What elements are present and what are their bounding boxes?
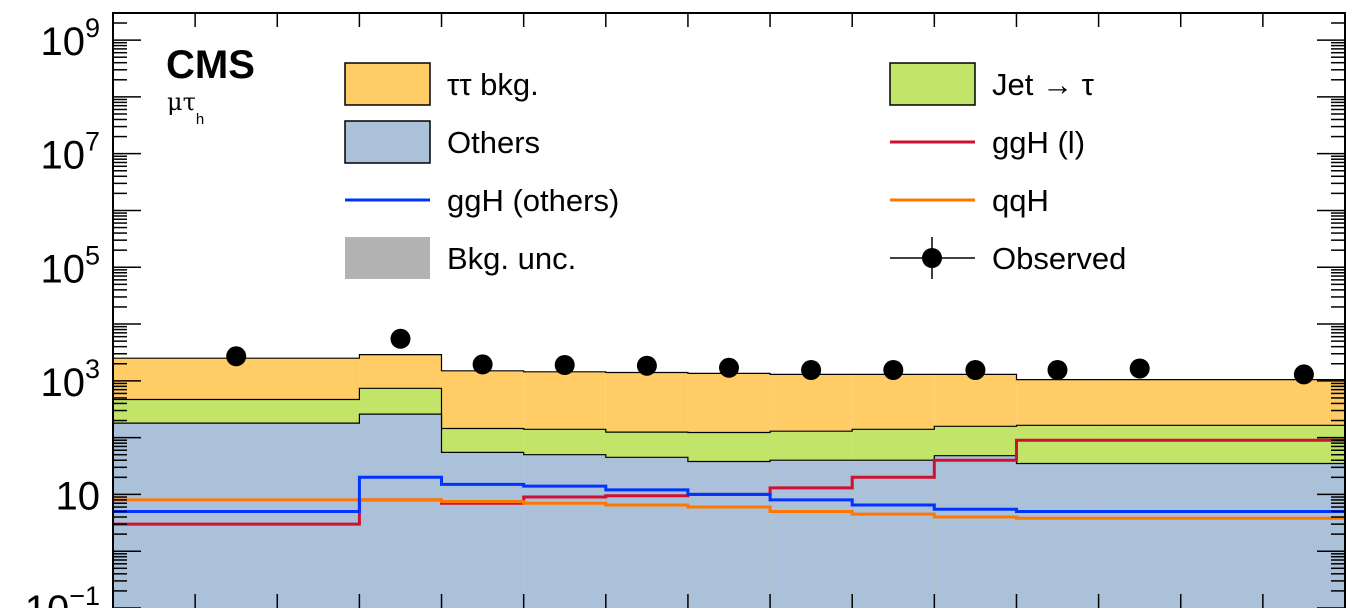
- y-tick-label: 10−1: [25, 581, 100, 608]
- legend-label-qqh: qqH: [992, 183, 1049, 218]
- legend-label-gghothers: ggH (others): [447, 183, 619, 218]
- hist-bar-others: [852, 460, 935, 608]
- hist-outline-jet: [113, 387, 1345, 434]
- hist-bar-others: [934, 455, 1017, 608]
- observed-point: [472, 354, 493, 375]
- hist-outline-others: [113, 413, 1345, 465]
- legend-label-others: Others: [447, 125, 540, 160]
- legend-swatch-jet: [889, 62, 976, 106]
- legend-label-bkgunc: Bkg. unc.: [447, 241, 576, 276]
- y-tick-label: 103: [40, 354, 100, 405]
- y-tick-label: 107: [40, 127, 100, 178]
- y-tick-label-base: 10: [40, 361, 85, 405]
- legend-swatch-bkg: [344, 62, 431, 106]
- y-tick-label-base: 10: [40, 247, 85, 291]
- y-tick-label: 105: [40, 240, 100, 291]
- y-tick-label-base: 10: [40, 134, 85, 178]
- y-tick-label-base: 10: [56, 474, 101, 518]
- y-tick-label-exponent: 9: [85, 13, 100, 43]
- observed-point: [1293, 364, 1314, 385]
- legend: ττ bkg. Jet → τ Others ggH (l) ggH (others) q…: [344, 62, 1126, 279]
- channel-label: μτh: [167, 88, 204, 128]
- channel-label-main: μτ: [167, 88, 196, 116]
- observed-point: [801, 360, 822, 380]
- experiment-label: CMS: [166, 43, 255, 87]
- hist-outline-bkg: [113, 354, 1345, 381]
- y-tick-label-exponent: 5: [85, 240, 100, 270]
- observed-point: [636, 355, 657, 376]
- stacked-histograms: [113, 354, 1345, 608]
- observed-point: [1129, 358, 1150, 379]
- observed-point: [1047, 360, 1068, 380]
- hist-bar-others: [523, 454, 606, 608]
- hist-bar-others: [359, 414, 442, 608]
- observed-point: [390, 328, 411, 349]
- y-tick-label-exponent: 7: [85, 127, 100, 157]
- signal-lines: [113, 438, 1345, 526]
- hist-bar-others: [770, 460, 853, 608]
- y-tick-label-base: 10: [25, 588, 70, 608]
- observed-point: [226, 346, 247, 367]
- y-tick-label-exponent: −1: [69, 581, 100, 608]
- legend-swatch-bkgunc: [345, 237, 430, 279]
- plot-frame: [112, 12, 1346, 608]
- observed-point: [554, 355, 575, 375]
- y-tick-label: 10: [56, 474, 101, 518]
- legend-label-observed: Observed: [992, 241, 1126, 276]
- axis-ticks: [112, 12, 1346, 608]
- legend-swatch-observed: [922, 248, 942, 268]
- legend-label-bkg: ττ bkg.: [447, 67, 539, 102]
- hist-bar-others: [1016, 463, 1099, 608]
- y-tick-label-exponent: 3: [85, 354, 100, 384]
- hist-bar-others: [113, 423, 360, 608]
- observed-point: [883, 360, 904, 380]
- hist-bar-others: [605, 457, 688, 608]
- legend-swatch-others: [344, 120, 431, 164]
- channel-label-subscript: h: [196, 111, 204, 128]
- observed-points: [226, 328, 1314, 385]
- y-tick-label-base: 10: [40, 20, 85, 64]
- observed-point: [719, 357, 739, 378]
- hist-bar-others: [441, 452, 524, 608]
- legend-label-jet: Jet → τ: [992, 67, 1094, 102]
- signal-line-gghothers: [113, 475, 1345, 513]
- hist-bar-others: [1098, 463, 1345, 608]
- observed-point: [965, 360, 986, 380]
- hist-bar-others: [687, 461, 770, 608]
- signal-line-qqh: [113, 498, 1345, 520]
- y-tick-label: 109: [40, 13, 100, 64]
- legend-label-gghl: ggH (l): [992, 125, 1085, 160]
